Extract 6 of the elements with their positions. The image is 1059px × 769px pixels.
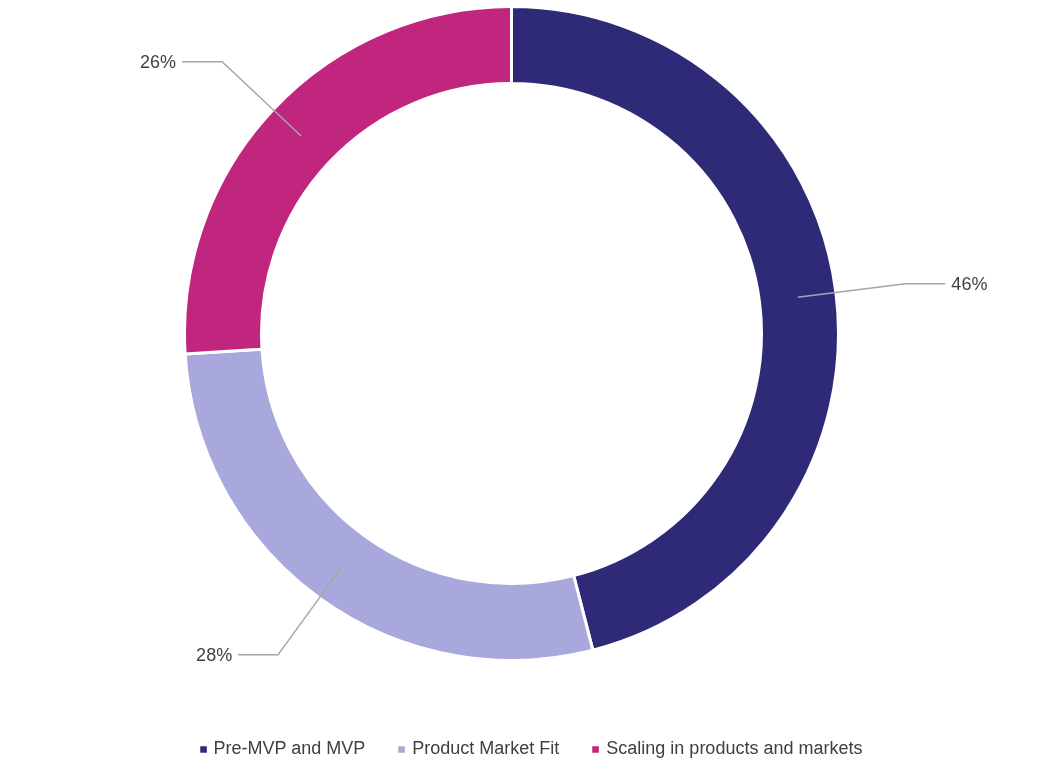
data-label: 28% (196, 644, 233, 665)
legend-label: Pre-MVP and MVP (213, 738, 366, 759)
legend-label: Scaling in products and markets (606, 738, 863, 759)
data-label: 46% (951, 273, 988, 294)
legend-label: Product Market Fit (412, 738, 560, 759)
data-label: 26% (140, 51, 177, 72)
